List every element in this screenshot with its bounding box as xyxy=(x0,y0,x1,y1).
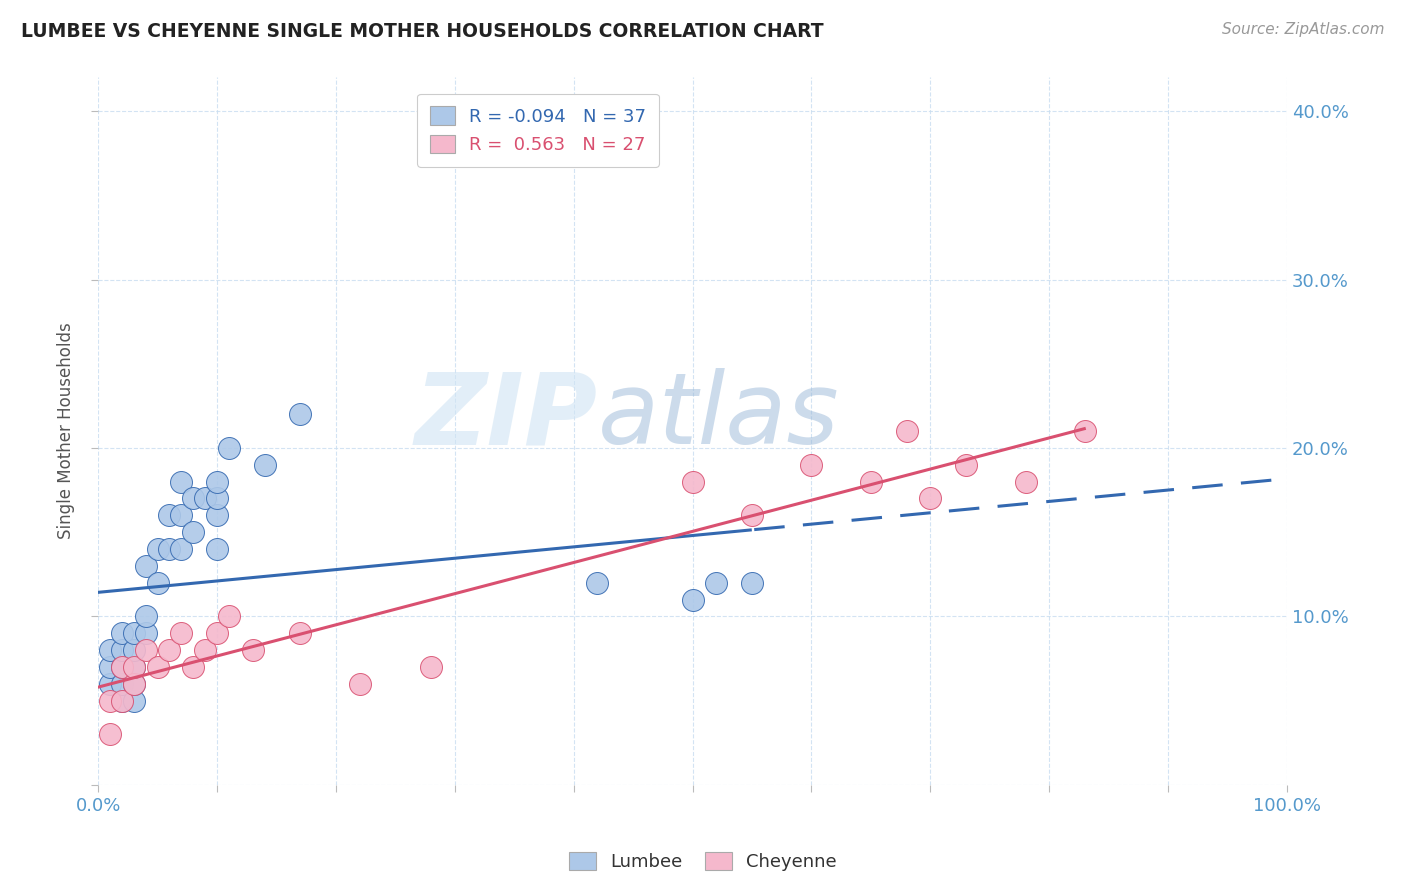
Point xyxy=(218,609,240,624)
Point xyxy=(146,575,169,590)
Point xyxy=(122,693,145,707)
Point xyxy=(111,660,134,674)
Point xyxy=(420,660,443,674)
Point xyxy=(98,727,121,741)
Point xyxy=(98,676,121,690)
Point xyxy=(181,525,204,540)
Point xyxy=(159,541,181,556)
Point xyxy=(194,491,217,506)
Point xyxy=(194,643,217,657)
Point xyxy=(242,643,264,657)
Point xyxy=(170,626,193,640)
Point xyxy=(741,575,763,590)
Point xyxy=(349,676,371,690)
Point xyxy=(98,660,121,674)
Point xyxy=(205,626,228,640)
Text: ZIP: ZIP xyxy=(415,368,598,466)
Point xyxy=(122,676,145,690)
Point xyxy=(859,475,882,489)
Point xyxy=(181,491,204,506)
Text: LUMBEE VS CHEYENNE SINGLE MOTHER HOUSEHOLDS CORRELATION CHART: LUMBEE VS CHEYENNE SINGLE MOTHER HOUSEHO… xyxy=(21,22,824,41)
Point xyxy=(98,643,121,657)
Legend: Lumbee, Cheyenne: Lumbee, Cheyenne xyxy=(562,845,844,879)
Point xyxy=(111,693,134,707)
Point xyxy=(682,475,704,489)
Point xyxy=(955,458,977,472)
Point xyxy=(122,660,145,674)
Point xyxy=(800,458,823,472)
Point xyxy=(741,508,763,523)
Point xyxy=(170,541,193,556)
Point xyxy=(122,676,145,690)
Point xyxy=(135,643,157,657)
Point xyxy=(706,575,728,590)
Point xyxy=(205,475,228,489)
Point xyxy=(122,643,145,657)
Point xyxy=(135,626,157,640)
Point xyxy=(122,660,145,674)
Text: atlas: atlas xyxy=(598,368,839,466)
Point xyxy=(111,660,134,674)
Point xyxy=(1074,424,1097,438)
Point xyxy=(896,424,918,438)
Point xyxy=(170,508,193,523)
Point xyxy=(98,693,121,707)
Point xyxy=(205,508,228,523)
Point xyxy=(205,541,228,556)
Point xyxy=(122,626,145,640)
Point xyxy=(111,643,134,657)
Point xyxy=(111,676,134,690)
Point xyxy=(290,626,312,640)
Point xyxy=(146,541,169,556)
Point xyxy=(920,491,942,506)
Point xyxy=(290,407,312,421)
Point xyxy=(1014,475,1036,489)
Point xyxy=(181,660,204,674)
Point xyxy=(111,626,134,640)
Point xyxy=(159,508,181,523)
Point xyxy=(682,592,704,607)
Legend: R = -0.094   N = 37, R =  0.563   N = 27: R = -0.094 N = 37, R = 0.563 N = 27 xyxy=(418,94,659,167)
Point xyxy=(205,491,228,506)
Point xyxy=(586,575,609,590)
Text: Source: ZipAtlas.com: Source: ZipAtlas.com xyxy=(1222,22,1385,37)
Y-axis label: Single Mother Households: Single Mother Households xyxy=(58,323,75,540)
Point xyxy=(135,609,157,624)
Point xyxy=(218,441,240,455)
Point xyxy=(111,693,134,707)
Point xyxy=(253,458,276,472)
Point xyxy=(135,558,157,573)
Point xyxy=(159,643,181,657)
Point xyxy=(170,475,193,489)
Point xyxy=(146,660,169,674)
